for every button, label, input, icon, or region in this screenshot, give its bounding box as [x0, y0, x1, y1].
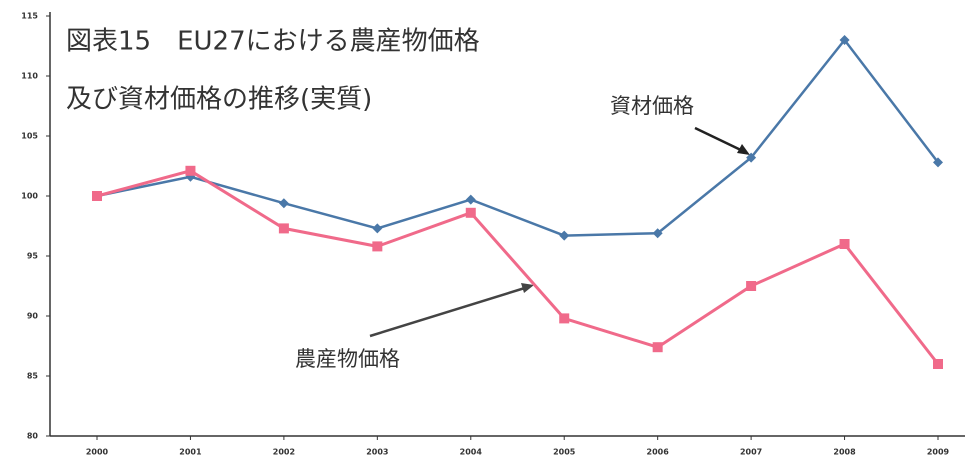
arrowhead [737, 144, 750, 155]
marker [278, 198, 289, 209]
y-tick-label: 105 [21, 132, 38, 141]
y-tick-label: 85 [27, 372, 39, 381]
chart-title: 図表15 EU27における農産物価格 [66, 27, 480, 57]
marker [465, 207, 476, 218]
x-tick-label: 2000 [86, 448, 109, 457]
marker [652, 342, 663, 353]
marker [746, 152, 757, 163]
x-tick-label: 2005 [553, 448, 576, 457]
x-tick-label: 2008 [833, 448, 856, 457]
marker [839, 35, 850, 45]
x-tick-label: 2009 [927, 448, 950, 457]
marker [372, 223, 383, 234]
chart-subtitle: 及び資材価格の推移(実質) [66, 85, 372, 115]
y-tick-label: 110 [21, 72, 38, 81]
x-tick-label: 2001 [179, 448, 202, 457]
y-tick-label: 100 [21, 192, 38, 201]
series-line [96, 169, 940, 365]
arrow [369, 285, 529, 338]
marker [92, 191, 102, 201]
arrowhead [521, 283, 534, 293]
series-label: 資材価格 [610, 94, 694, 118]
x-tick-label: 2003 [366, 448, 388, 457]
marker [559, 230, 570, 241]
marker [933, 157, 943, 168]
marker [278, 223, 289, 234]
marker [465, 194, 476, 205]
series-label: 農産物価格 [295, 347, 400, 371]
marker [372, 241, 383, 252]
x-tick-label: 2006 [647, 448, 670, 457]
y-tick-label: 80 [27, 432, 39, 441]
series-line [96, 37, 939, 237]
x-tick-label: 2004 [460, 448, 483, 457]
x-tick-label: 2007 [740, 448, 762, 457]
marker [746, 281, 757, 291]
marker [185, 165, 196, 176]
y-tick-label: 90 [27, 312, 39, 321]
y-tick-label: 95 [27, 252, 39, 261]
marker [652, 228, 663, 239]
marker [933, 359, 943, 369]
arrow [694, 126, 746, 154]
y-tick-label: 115 [21, 12, 38, 21]
x-tick-label: 2002 [273, 448, 295, 457]
marker [559, 313, 570, 324]
marker [839, 239, 850, 249]
